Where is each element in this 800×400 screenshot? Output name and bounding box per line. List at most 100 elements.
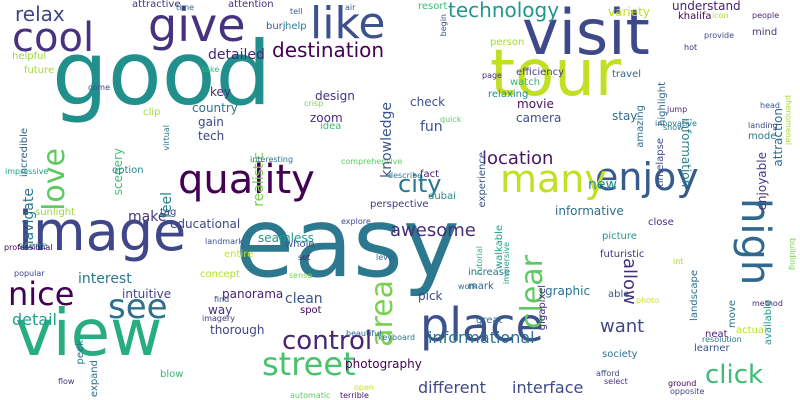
word-detail: detail [12, 310, 57, 329]
word-landmark: landmark [205, 237, 243, 246]
word-flow: flow [58, 377, 75, 386]
word-actual: actual [736, 325, 767, 336]
word-virtual: virtual [162, 125, 171, 151]
word-khalifa: khalifa [678, 11, 712, 22]
word-imagery: imagery [202, 314, 235, 323]
word-begin: begin [439, 14, 448, 37]
word-gain: gain [198, 115, 224, 129]
word-panorama: panorama [222, 287, 284, 301]
word-give: give [148, 0, 246, 52]
word-like: like [310, 0, 386, 49]
word-resolution: resolution [702, 335, 742, 344]
word-comprehensive: comprehensive [341, 157, 403, 166]
word-cool: cool [12, 15, 95, 61]
word-resort: resort [418, 1, 448, 12]
word-tag: tag [160, 207, 177, 218]
word-destination: destination [272, 38, 385, 62]
word-level: level [376, 253, 396, 262]
word-new: new [588, 177, 617, 193]
word-gigapixel: gigapixel [537, 285, 548, 331]
word-nice: nice [8, 275, 75, 313]
word-popular: popular [14, 269, 45, 278]
word-people: people [752, 11, 780, 20]
word-professional: professional [4, 243, 53, 252]
word-move: move [727, 300, 738, 328]
word-graphic: graphic [545, 284, 591, 298]
word-high: high [732, 198, 778, 286]
word-interface: interface [512, 378, 584, 397]
word-explore: explore [341, 217, 371, 226]
word-image: image [18, 200, 187, 263]
word-relaxing: relaxing [488, 89, 529, 100]
word-understand: understand [672, 0, 741, 13]
word-city: city [398, 170, 442, 198]
word-show: show [663, 123, 684, 132]
word-hot: hot [684, 43, 698, 52]
word-make: make [128, 209, 167, 225]
word-watch: watch [510, 77, 541, 88]
word-amazing: amazing [635, 105, 646, 148]
word-perspective: perspective [370, 199, 429, 210]
word-able: able [608, 289, 630, 300]
word-tutorial: tutorial [475, 246, 484, 275]
word-whole: whole [285, 239, 315, 250]
word-experience: experience [477, 152, 488, 208]
word-good: good [52, 22, 272, 125]
word-photo: photo [636, 296, 660, 305]
word-burj: burj [266, 21, 286, 32]
word-technology: technology [448, 0, 560, 22]
word-visit: visit [522, 0, 650, 69]
word-easy: easy [235, 187, 460, 299]
word-tech: tech [198, 129, 225, 143]
word-seamless: seamless [258, 231, 314, 245]
word-expand: expand [89, 360, 100, 398]
word-take: take [202, 65, 220, 74]
word-head: head [760, 101, 780, 110]
word-mark: mark [468, 281, 494, 292]
word-time: time [176, 3, 195, 12]
word-help: help [285, 21, 307, 32]
word-awesome: awesome [390, 220, 476, 241]
word-close: close [648, 217, 674, 228]
word-icon: icon [712, 11, 729, 20]
word-neat: neat [705, 329, 728, 340]
word-see: see [108, 287, 168, 327]
word-tour: tour [490, 37, 622, 111]
word-interesting: interesting [250, 155, 294, 164]
word-mind: mind [752, 27, 778, 38]
word-intuitive: intuitive [122, 287, 172, 301]
word-provide: provide [704, 31, 735, 40]
word-pick: pick [418, 289, 443, 303]
word-air: air [345, 3, 356, 12]
word-different: different [418, 378, 486, 397]
word-come: come [88, 83, 111, 92]
word-describe: describe [388, 171, 423, 180]
word-movie: movie [517, 97, 554, 111]
word-future: future [24, 65, 55, 76]
word-increase: increase [468, 267, 511, 278]
word-quick: quick [440, 115, 462, 124]
word-int: int [673, 257, 684, 266]
word-landing: landing [748, 121, 778, 130]
word-keyboard: keyboard [378, 333, 416, 342]
word-camera: camera [516, 111, 562, 125]
word-opposite: opposite [670, 387, 705, 396]
word-picture: picture [602, 231, 637, 242]
word-idea: idea [320, 121, 342, 132]
word-open: open [354, 383, 374, 392]
word-thorough: thorough [210, 323, 265, 337]
word-sunlight: sunlight [35, 207, 76, 218]
word-relax: relax [15, 2, 65, 26]
word-interest: interest [78, 271, 132, 287]
word-scene: scene [18, 241, 48, 252]
word-love: love [37, 148, 72, 211]
word-check: check [410, 95, 446, 109]
word-attention: attention [228, 0, 274, 10]
word-page: page [482, 71, 502, 80]
word-terrible: terrible [340, 391, 369, 400]
word-afford: afford [596, 369, 620, 378]
word-option: option [112, 165, 144, 176]
word-work: work [458, 282, 478, 291]
word-jump: jump [667, 105, 688, 114]
word-country: country [192, 101, 238, 115]
